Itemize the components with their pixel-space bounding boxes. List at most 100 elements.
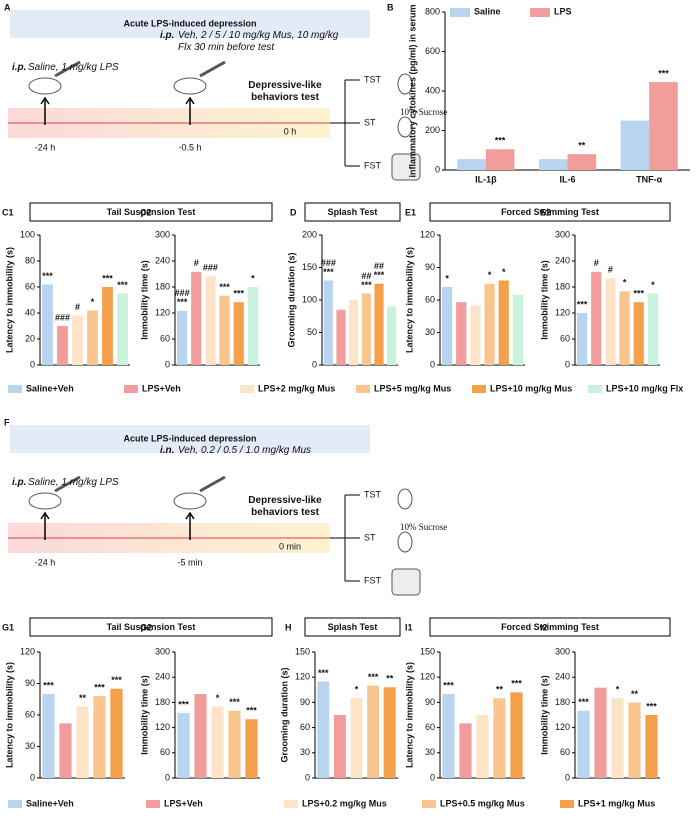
bar: [233, 302, 244, 365]
section-title: Tail Suspension Test: [107, 622, 196, 632]
significance: ***: [511, 679, 522, 689]
legend-label: LPS+0.5 mg/kg Mus: [440, 798, 525, 808]
title-box: [10, 10, 370, 38]
bar: [93, 696, 106, 778]
significance: #: [594, 258, 599, 268]
y-tick-label: 60: [425, 722, 435, 732]
y-tick-label: 0: [435, 164, 440, 174]
y-tick-label: 0: [165, 772, 170, 782]
bar: [493, 698, 506, 778]
event-route: i.n.: [160, 445, 175, 456]
panel-label: D: [290, 207, 297, 217]
y-tick-label: 60: [25, 709, 35, 719]
significance: **: [386, 674, 394, 684]
title-box: [10, 425, 370, 453]
mouse-icon: [28, 492, 62, 510]
bar: [333, 715, 346, 778]
legend-label: LPS+10 mg/kg Flx: [606, 383, 683, 393]
significance: **: [496, 685, 504, 695]
y-axis-label: Immobility time (s): [539, 675, 549, 755]
y-tick-label: 120: [155, 307, 170, 317]
y-tick-label: 240: [555, 255, 570, 265]
event-route: i.p.: [12, 477, 27, 488]
event-text: Saline, 1 mg/kg LPS: [28, 477, 119, 488]
section-box: [429, 202, 671, 222]
arrow-head: [185, 96, 195, 105]
syringe-icon: [199, 475, 226, 493]
y-tick-label: 30: [425, 747, 435, 757]
bar: [620, 120, 650, 170]
bar: [176, 310, 188, 365]
test-label: Depressive-like behaviors test: [248, 495, 322, 518]
significance: ***: [42, 271, 53, 281]
significance: ***: [233, 289, 244, 299]
y-tick-label: 240: [155, 255, 170, 265]
bar: [42, 284, 53, 365]
y-tick-label: 30: [425, 327, 435, 337]
significance: ***: [246, 706, 257, 716]
bar: [87, 310, 98, 365]
legend-swatch: [240, 385, 254, 393]
legend-swatch: [422, 800, 436, 808]
bar: [110, 688, 123, 778]
bar: [476, 715, 489, 778]
y-axis-label: Latency to immobility (s): [4, 247, 14, 353]
significance: ***: [318, 668, 329, 678]
arrow-head: [40, 96, 50, 105]
syringe-icon: [199, 60, 226, 78]
legend-label: LPS+Veh: [164, 798, 203, 808]
significance: ***: [323, 267, 334, 277]
significance: ###: [203, 263, 218, 273]
legend-label: LPS: [554, 6, 572, 16]
x-tick-label: IL-6: [559, 174, 575, 184]
event-text: Veh, 0.2 / 0.5 / 1.0 mg/kg Mus: [178, 445, 312, 456]
bar: [567, 154, 597, 170]
legend-swatch: [560, 800, 574, 808]
legend-swatch: [124, 385, 138, 393]
significance: ***: [111, 675, 122, 685]
significance: *: [251, 273, 255, 283]
bar: [349, 300, 359, 365]
legend-swatch: [450, 8, 470, 17]
y-tick-label: 300: [555, 229, 570, 239]
significance: *: [355, 685, 359, 695]
legend-label: LPS+0.2 mg/kg Mus: [302, 798, 387, 808]
y-tick-label: 240: [555, 672, 570, 682]
bar: [117, 293, 128, 365]
legend-label: Saline+Veh: [26, 383, 74, 393]
legend-label: LPS+2 mg/kg Mus: [258, 383, 335, 393]
significance: ***: [577, 299, 588, 309]
y-axis-label: Latency to immobility (s): [404, 247, 414, 353]
section-box: [429, 617, 671, 637]
y-tick-label: 120: [555, 722, 570, 732]
bar: [191, 271, 202, 365]
significance: ***: [219, 282, 230, 292]
significance: ***: [178, 699, 189, 709]
bar: [323, 280, 333, 365]
test-time: 0 min: [279, 541, 301, 551]
bar: [459, 723, 472, 778]
significance: ***: [633, 289, 644, 299]
bar: [336, 309, 346, 365]
legend-swatch: [8, 800, 22, 808]
bar: [649, 82, 678, 170]
section-box: [29, 202, 273, 222]
significance: ***: [102, 273, 113, 283]
significance: ***: [495, 136, 506, 146]
legend-swatch: [472, 385, 486, 393]
y-tick-label: 0: [430, 359, 435, 369]
y-tick-label: 200: [302, 229, 317, 239]
y-tick-label: 180: [555, 281, 570, 291]
bar: [619, 291, 630, 365]
bar: [457, 159, 486, 170]
significance: *: [502, 267, 506, 277]
bar: [456, 302, 467, 365]
y-tick-label: 120: [155, 722, 170, 732]
y-tick-label: 0: [165, 359, 170, 369]
significance: **: [578, 141, 586, 151]
y-tick-label: 120: [420, 672, 435, 682]
significance: ***: [443, 680, 454, 690]
y-tick-label: 60: [560, 747, 570, 757]
bar: [498, 280, 509, 365]
